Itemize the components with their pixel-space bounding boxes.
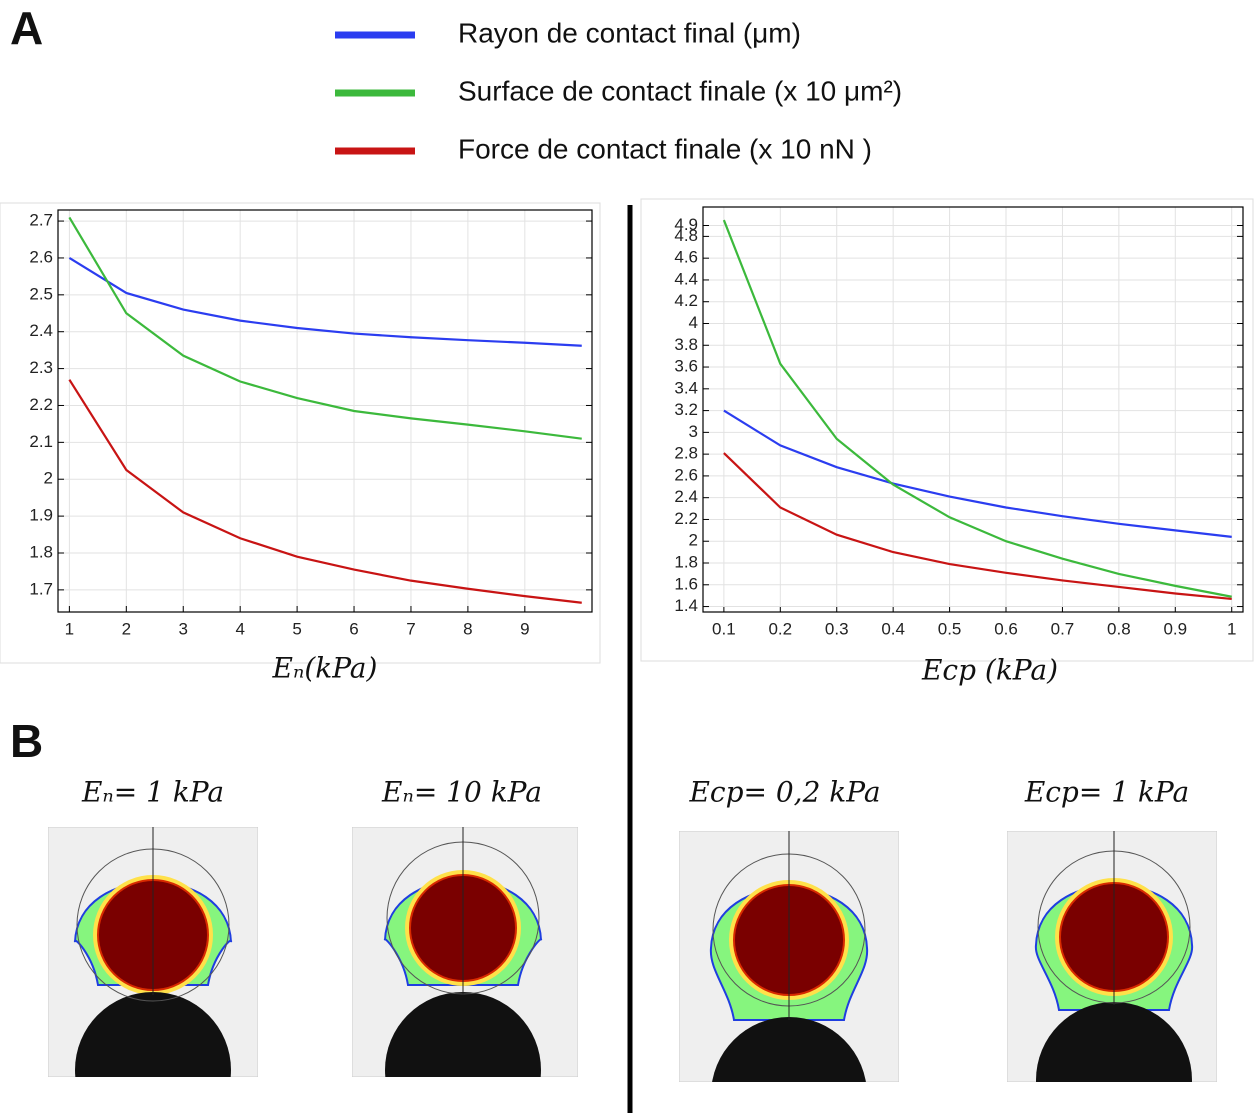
- series-line: [68, 379, 582, 604]
- x-tick-label: 0.3: [825, 619, 849, 638]
- y-tick-label: 4.9: [674, 215, 698, 234]
- legend-label: Force de contact finale (x 10 nN ): [458, 133, 872, 164]
- y-tick-label: 4.6: [674, 248, 698, 267]
- x-tick-label: 1: [1227, 619, 1236, 638]
- y-tick-label: 2.4: [29, 321, 53, 340]
- y-tick-label: 1.8: [29, 542, 53, 561]
- x-tick-label: 0.8: [1107, 619, 1131, 638]
- y-tick-label: 2.2: [674, 509, 698, 528]
- x-tick-label: 3: [179, 619, 188, 638]
- x-tick-label: 0.2: [768, 619, 792, 638]
- simulation-image: [679, 831, 899, 1082]
- ball: [1036, 1002, 1192, 1082]
- y-tick-label: 4.2: [674, 291, 698, 310]
- y-tick-label: 3.2: [674, 400, 698, 419]
- x-tick-label: 0.1: [712, 619, 736, 638]
- y-tick-label: 1.9: [29, 506, 53, 525]
- y-tick-label: 2.2: [29, 395, 53, 414]
- x-axis-title: Ecp (kPa): [921, 654, 1058, 687]
- panel-label: A: [10, 2, 43, 54]
- series-line: [723, 409, 1232, 538]
- image-caption: Ecp= 1 kPa: [1024, 776, 1189, 809]
- y-tick-label: 1.8: [674, 552, 698, 571]
- x-tick-label: 9: [520, 619, 529, 638]
- x-tick-label: 0.9: [1163, 619, 1187, 638]
- image-caption: Ecp= 0,2 kPa: [688, 776, 880, 809]
- legend-label: Surface de contact finale (x 10 μm²): [458, 75, 902, 106]
- y-tick-label: 2.7: [29, 211, 53, 230]
- series-line: [68, 257, 582, 347]
- y-tick-label: 4: [689, 313, 698, 332]
- y-tick-label: 2: [44, 469, 53, 488]
- simulation-image: [48, 827, 258, 1077]
- chart-frame: [0, 202, 601, 664]
- ball: [712, 1017, 866, 1082]
- x-tick-label: 6: [349, 619, 358, 638]
- panel-label: B: [10, 715, 43, 767]
- x-tick-label: 0.5: [938, 619, 962, 638]
- ball: [385, 992, 541, 1077]
- y-tick-label: 2.3: [29, 358, 53, 377]
- y-tick-label: 3.6: [674, 357, 698, 376]
- legend-label: Rayon de contact final (μm): [458, 17, 801, 48]
- series-line: [722, 219, 1232, 598]
- x-tick-label: 0.4: [881, 619, 905, 638]
- y-tick-label: 2.6: [674, 465, 698, 484]
- y-tick-label: 4.8: [674, 226, 698, 245]
- y-tick-label: 2: [689, 531, 698, 550]
- series-line: [723, 452, 1232, 601]
- ball: [75, 992, 231, 1077]
- x-tick-label: 5: [292, 619, 301, 638]
- y-tick-label: 2.8: [674, 444, 698, 463]
- y-tick-label: 3.4: [674, 378, 698, 397]
- y-tick-label: 3.8: [674, 335, 698, 354]
- y-tick-label: 1.4: [674, 596, 698, 615]
- x-axis-title: Eₙ(kPa): [272, 652, 378, 685]
- simulation-image: [1007, 831, 1217, 1082]
- y-tick-label: 2.4: [674, 487, 698, 506]
- x-tick-label: 2: [122, 619, 131, 638]
- image-caption: Eₙ= 10 kPa: [381, 776, 542, 809]
- x-tick-label: 1: [65, 619, 74, 638]
- y-tick-label: 2.1: [29, 432, 53, 451]
- y-tick-label: 2.6: [29, 247, 53, 266]
- image-caption: Eₙ= 1 kPa: [81, 776, 224, 809]
- series-line: [68, 216, 582, 440]
- x-tick-label: 0.7: [1051, 619, 1075, 638]
- x-tick-label: 0.6: [994, 619, 1018, 638]
- y-tick-label: 3: [689, 422, 698, 441]
- y-tick-label: 2.5: [29, 284, 53, 303]
- y-tick-label: 4.4: [674, 269, 698, 288]
- x-tick-label: 7: [406, 619, 415, 638]
- simulation-image: [352, 827, 578, 1077]
- plot-frame: [702, 206, 1244, 613]
- plot-frame: [57, 209, 593, 613]
- x-tick-label: 4: [235, 619, 244, 638]
- y-tick-label: 1.7: [29, 579, 53, 598]
- chart-frame: [640, 198, 1254, 662]
- y-tick-label: 1.6: [674, 574, 698, 593]
- x-tick-label: 8: [463, 619, 472, 638]
